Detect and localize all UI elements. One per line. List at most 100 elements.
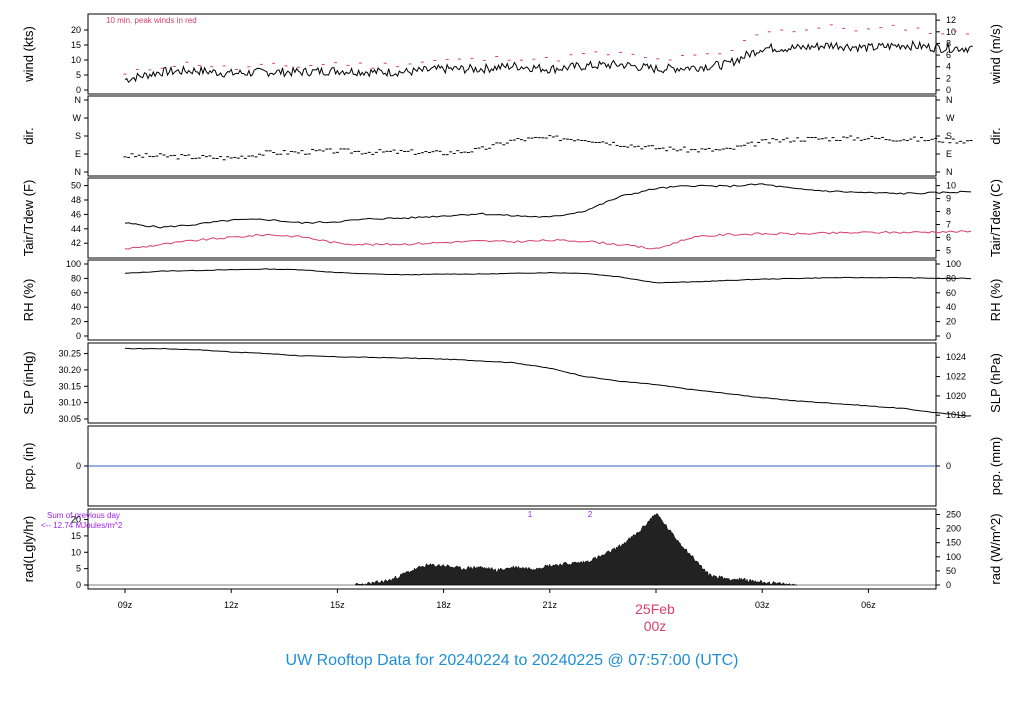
rad-panel xyxy=(87,508,937,590)
ytick-right-label: N xyxy=(946,167,953,177)
ytick-right-label: 20 xyxy=(946,317,956,327)
ytick-right-label: 8 xyxy=(946,207,951,217)
ytick-right-label: 0 xyxy=(946,461,951,471)
ytick-right-label: 60 xyxy=(946,288,956,298)
slp-panel xyxy=(87,342,937,424)
ytick-left-label: 50 xyxy=(71,181,81,191)
ytick-left-label: N xyxy=(75,167,82,177)
slp-line xyxy=(125,347,972,417)
ytick-right-label: E xyxy=(946,149,952,159)
ytick-left-label: 20 xyxy=(71,515,81,525)
rad-marker-2: 2 xyxy=(588,510,593,519)
ytick-left-label: 0 xyxy=(76,331,81,341)
ytick-left-label: 30.25 xyxy=(58,349,81,359)
ytick-left-label: 40 xyxy=(71,302,81,312)
ytick-left-label: N xyxy=(75,95,82,105)
rad-area xyxy=(354,513,797,586)
ytick-right-label: 150 xyxy=(946,538,961,548)
ytick-left-label: 30.15 xyxy=(58,381,81,391)
chart-title: UW Rooftop Data for 20240224 to 20240225… xyxy=(286,652,739,669)
xtick-label: 18z xyxy=(436,600,451,610)
xtick-label: 15z xyxy=(330,600,345,610)
ytick-left-label: 48 xyxy=(71,195,81,205)
xtick-label: 12z xyxy=(224,600,239,610)
ytick-right-label: 200 xyxy=(946,524,961,534)
xtick-label: 03z xyxy=(755,600,770,610)
ytick-left-label: 30.20 xyxy=(58,365,81,375)
rh-line xyxy=(124,268,972,284)
ytick-left-label: S xyxy=(75,131,81,141)
ytick-left-label: 20 xyxy=(71,25,81,35)
ytick-left-label: W xyxy=(73,113,82,123)
rad-ylabel-right: rad (W/m^2) xyxy=(988,513,1003,584)
chart-marks: 05101520024681012NESWNNESWN4244464850567… xyxy=(58,15,973,610)
ytick-left-label: 30.05 xyxy=(58,414,81,424)
ytick-left-label: 20 xyxy=(71,317,81,327)
ytick-right-label: 0 xyxy=(946,331,951,341)
slp-ylabel: SLP (inHg) xyxy=(21,351,36,414)
wind-annotation: 10 min. peak winds in red xyxy=(106,16,197,25)
date-label: 25Feb xyxy=(635,601,675,617)
ytick-left-label: 0 xyxy=(76,85,81,95)
ytick-left-label: 44 xyxy=(71,224,81,234)
ytick-left-label: 10 xyxy=(71,547,81,557)
rh-panel xyxy=(87,259,937,341)
date-sublabel: 00z xyxy=(644,618,667,634)
ytick-right-label: 6 xyxy=(946,232,951,242)
dir-ylabel: dir. xyxy=(21,127,36,144)
ytick-right-label: 50 xyxy=(946,566,956,576)
ytick-right-label: 100 xyxy=(946,552,961,562)
ytick-right-label: 1024 xyxy=(946,352,966,362)
rad-marker-1: 1 xyxy=(528,510,533,519)
slp-ylabel-right: SLP (hPa) xyxy=(988,353,1003,413)
ytick-right-label: 4 xyxy=(946,62,951,72)
wind-mean-line xyxy=(124,39,973,83)
ytick-right-label: 9 xyxy=(946,194,951,204)
xtick-label: 06z xyxy=(861,600,876,610)
rad-sum-annotation: Sum of previous day xyxy=(47,511,120,520)
temp-panel xyxy=(87,177,937,259)
ytick-left-label: 15 xyxy=(71,40,81,50)
rh-ylabel: RH (%) xyxy=(21,279,36,322)
ytick-left-label: 10 xyxy=(71,55,81,65)
pcp-ylabel: pcp. (in) xyxy=(21,443,36,490)
ytick-left-label: 15 xyxy=(71,531,81,541)
temp-ylabel-right: Tair/Tdew (C) xyxy=(988,179,1003,257)
ytick-right-label: 40 xyxy=(946,302,956,312)
rh-ylabel-right: RH (%) xyxy=(988,279,1003,322)
wind-ylabel: wind (kts) xyxy=(21,26,36,83)
temp-ylabel: Tair/Tdew (F) xyxy=(21,180,36,257)
pcp-ylabel-right: pcp. (mm) xyxy=(988,437,1003,496)
ytick-right-label: N xyxy=(946,95,953,105)
ytick-left-label: 60 xyxy=(71,288,81,298)
ytick-left-label: 30.10 xyxy=(58,398,81,408)
dir-ylabel-right: dir. xyxy=(988,127,1003,144)
ytick-left-label: 80 xyxy=(71,273,81,283)
ytick-right-label: 0 xyxy=(946,580,951,590)
ytick-right-label: 1020 xyxy=(946,391,966,401)
wind-panel xyxy=(87,13,937,95)
ytick-left-label: 100 xyxy=(66,259,81,269)
ytick-right-label: 6 xyxy=(946,50,951,60)
ytick-right-label: S xyxy=(946,131,952,141)
ytick-left-label: 0 xyxy=(76,461,81,471)
ytick-left-label: 5 xyxy=(76,70,81,80)
dir-panel xyxy=(87,95,937,177)
ytick-left-label: E xyxy=(75,149,81,159)
ytick-right-label: 100 xyxy=(946,259,961,269)
ytick-right-label: 1018 xyxy=(946,410,966,420)
ytick-right-label: 0 xyxy=(946,85,951,95)
ytick-right-label: 2 xyxy=(946,73,951,83)
xtick-label: 21z xyxy=(543,600,558,610)
xtick-label: 09z xyxy=(118,600,133,610)
ytick-left-label: 5 xyxy=(76,564,81,574)
ytick-right-label: 7 xyxy=(946,219,951,229)
ytick-right-label: 10 xyxy=(946,181,956,191)
temp-air-line xyxy=(124,183,972,229)
wind-ylabel-right: wind (m/s) xyxy=(988,24,1003,85)
ytick-right-label: 250 xyxy=(946,509,961,519)
ytick-right-label: 5 xyxy=(946,245,951,255)
rad-ylabel: rad(Lgly/hr) xyxy=(21,516,36,582)
